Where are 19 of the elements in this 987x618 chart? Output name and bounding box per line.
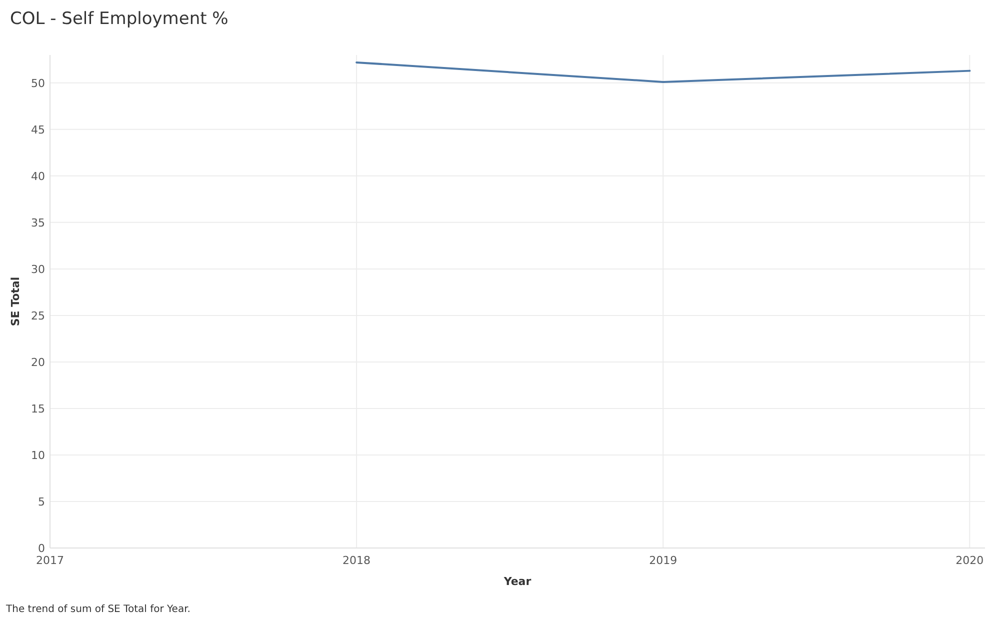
y-tick-label: 25 <box>31 309 45 322</box>
y-tick-label: 50 <box>31 76 45 90</box>
y-axis-title: SE Total <box>9 276 22 326</box>
x-tick-label: 2019 <box>649 554 678 567</box>
y-tick-label: 0 <box>38 542 45 555</box>
y-tick-label: 35 <box>31 216 45 230</box>
y-tick-label: 15 <box>31 402 45 416</box>
x-tick-label: 2017 <box>36 554 64 567</box>
y-tick-label: 20 <box>31 356 45 369</box>
x-axis-title: Year <box>502 575 532 588</box>
y-tick-label: 45 <box>31 123 45 136</box>
y-tick-label: 30 <box>31 262 45 276</box>
text: The trend of sum of SE Total for Year. <box>5 604 190 615</box>
chart-title: COL - Self Employment % <box>10 9 228 29</box>
x-tick-label: 2018 <box>342 554 371 567</box>
y-tick-label: 5 <box>38 495 45 508</box>
x-tick-label: 2020 <box>956 554 984 567</box>
y-tick-label: 10 <box>31 448 45 462</box>
y-tick-label: 40 <box>31 170 45 183</box>
